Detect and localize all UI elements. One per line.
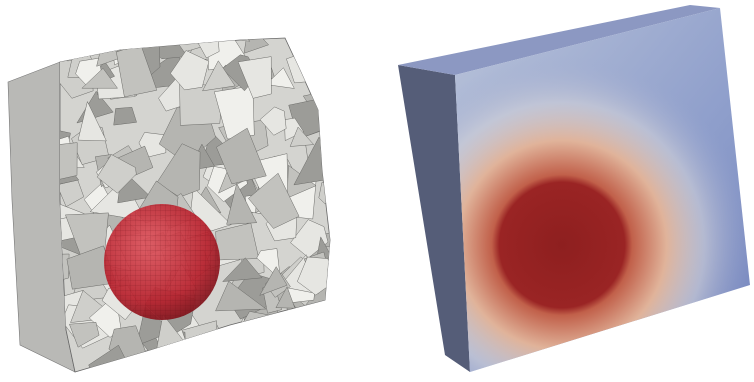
facet [318, 182, 330, 204]
facet [259, 106, 287, 136]
facet [238, 321, 283, 369]
facet [60, 179, 85, 208]
sphere-mesh [104, 204, 220, 320]
heat-spot [455, 8, 750, 372]
facet [215, 222, 260, 261]
facet [215, 280, 267, 312]
slab-side [398, 65, 470, 372]
facet [248, 356, 277, 372]
facet [113, 107, 137, 126]
facet [275, 286, 296, 309]
facet [289, 126, 315, 147]
facet [296, 341, 327, 372]
facet [237, 56, 272, 99]
facet [226, 182, 258, 225]
facet [286, 43, 330, 84]
facet [248, 172, 300, 229]
facet [60, 38, 79, 63]
facet [69, 321, 100, 348]
facet [233, 338, 276, 372]
facet [216, 127, 267, 185]
facet [170, 50, 210, 91]
facet [60, 38, 89, 62]
facet [60, 142, 78, 180]
facet [222, 257, 263, 282]
facet [116, 43, 158, 98]
facet [297, 345, 330, 372]
facet [96, 154, 137, 194]
facet [202, 60, 236, 92]
facet [265, 67, 295, 89]
facet [204, 359, 240, 372]
facet [241, 316, 271, 346]
facet [77, 100, 107, 142]
facet [259, 266, 288, 296]
facet [243, 311, 297, 358]
facet [314, 334, 330, 372]
facet [225, 38, 251, 42]
slab-top [398, 5, 720, 75]
mesh-facets [60, 38, 330, 372]
facet [81, 67, 118, 89]
facet [261, 358, 289, 372]
facet [249, 343, 273, 365]
facet [253, 347, 291, 368]
